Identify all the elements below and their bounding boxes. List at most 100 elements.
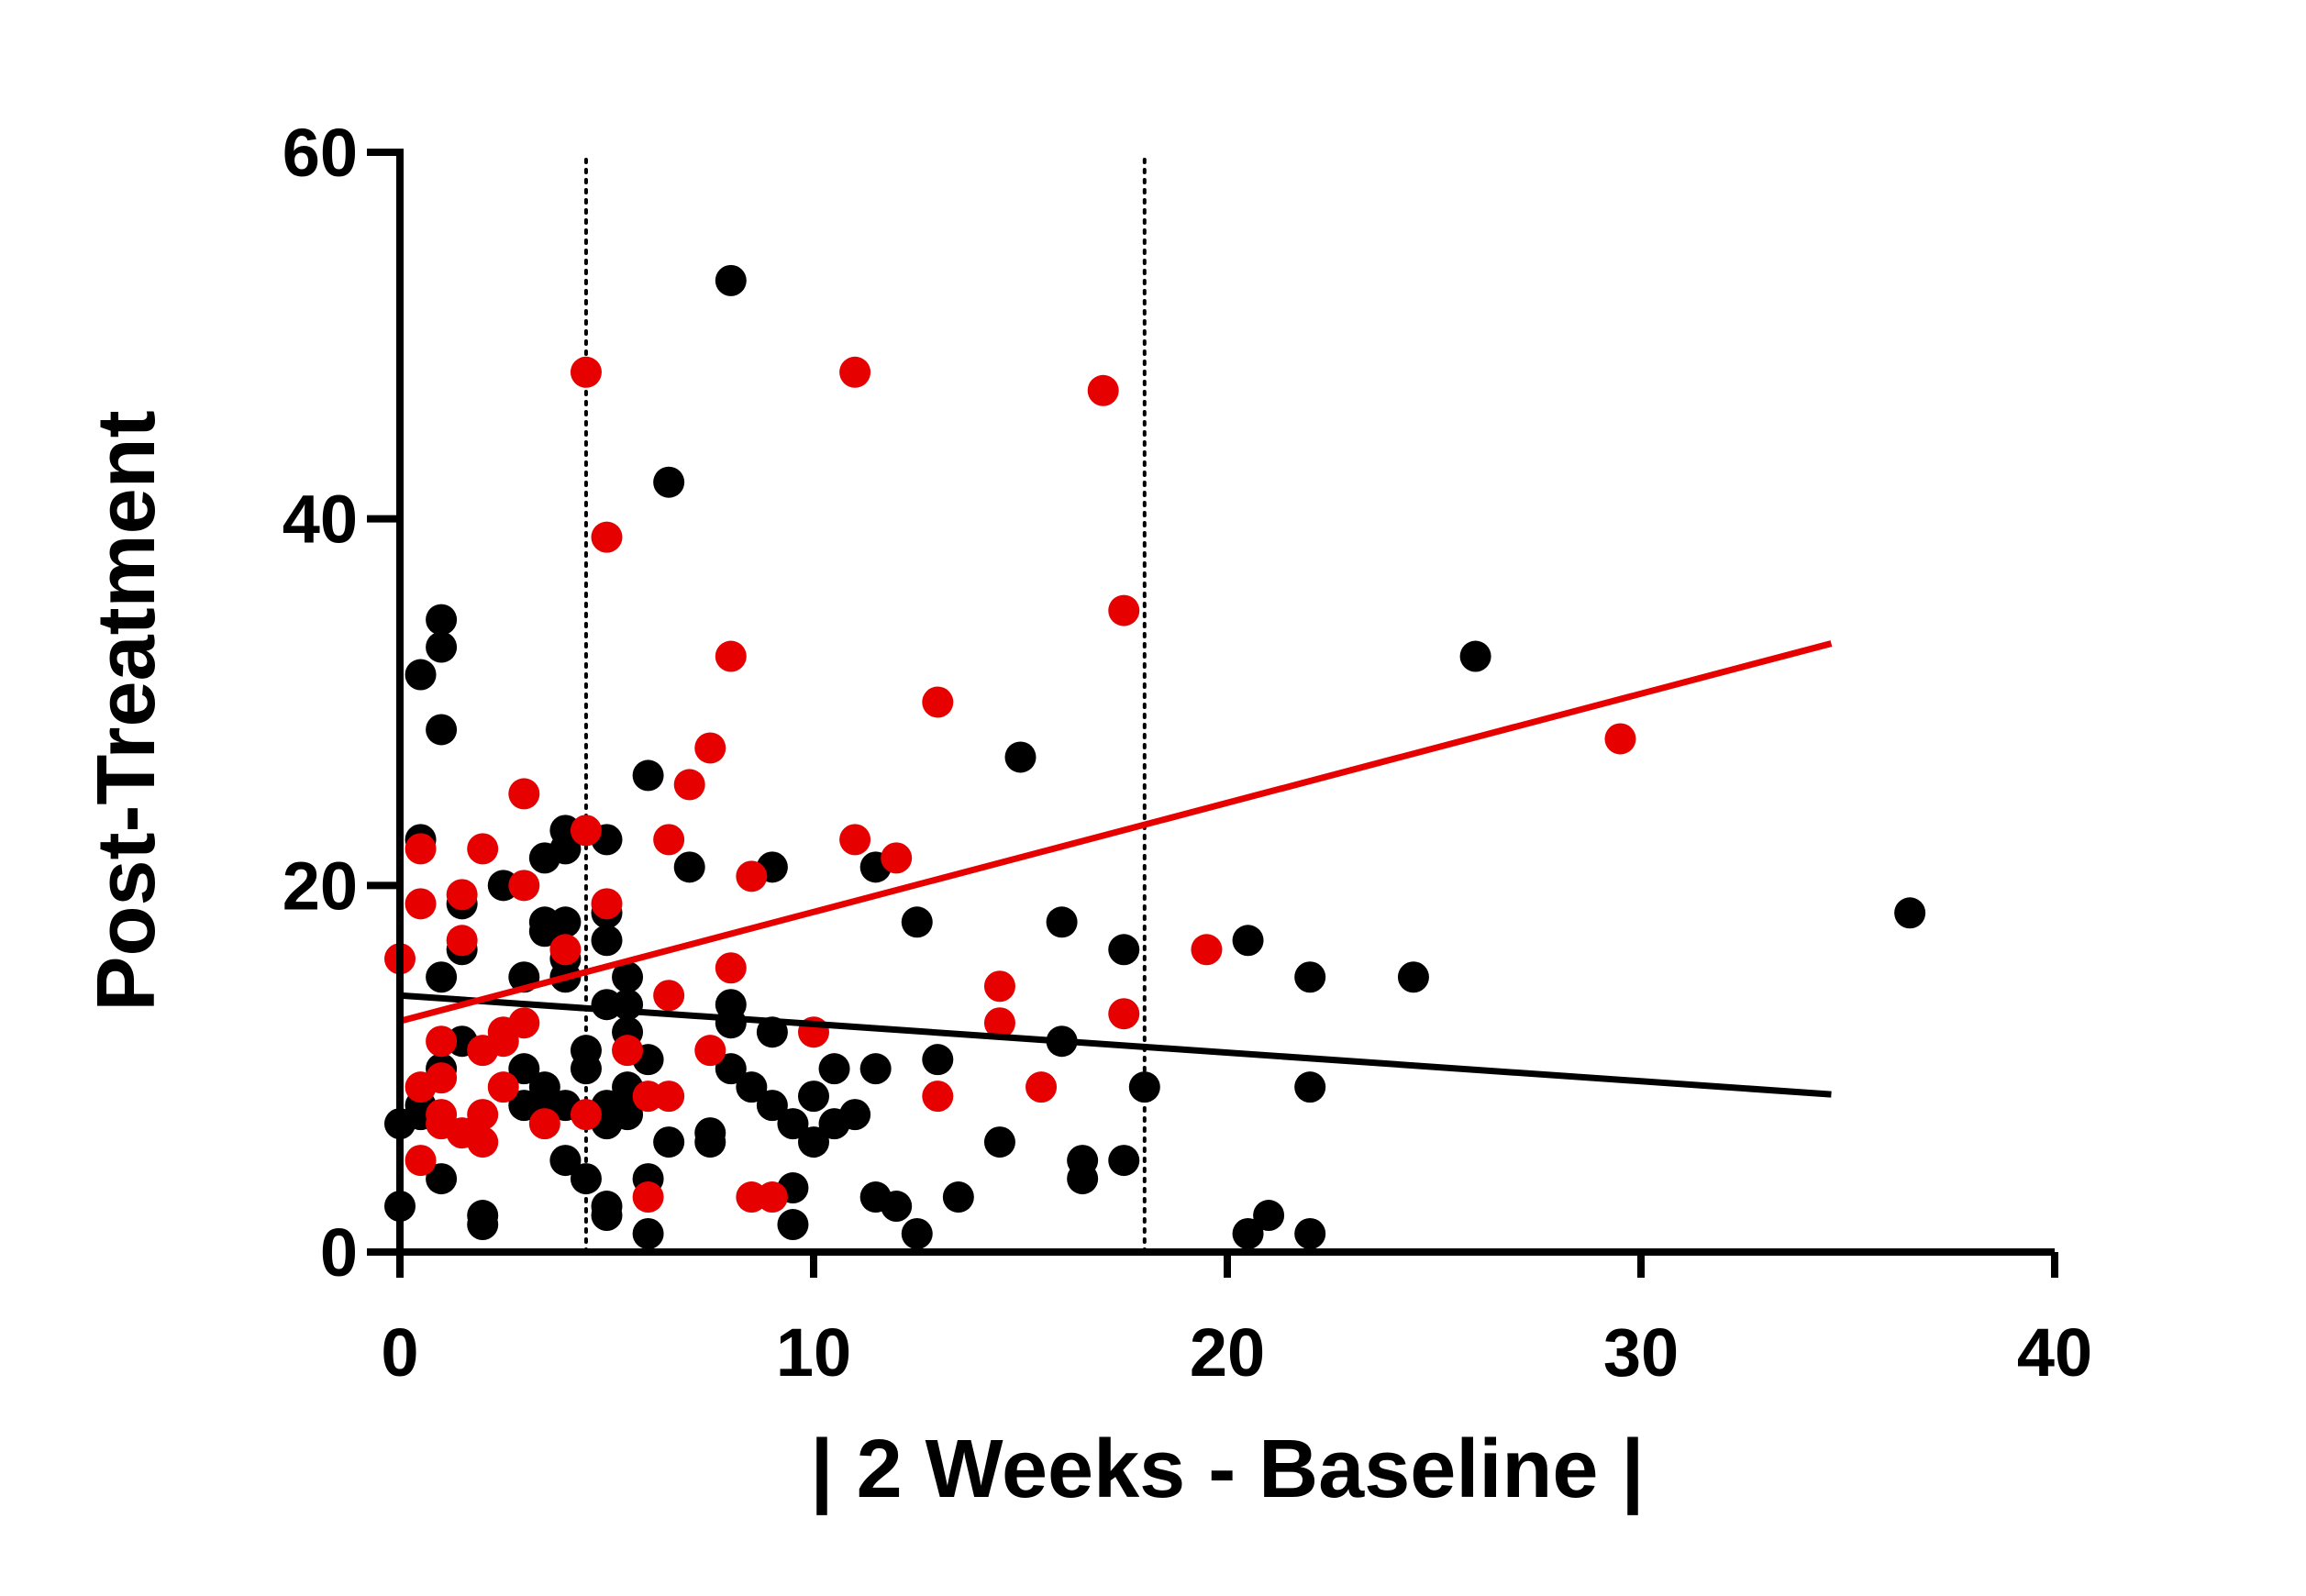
data-point <box>1108 934 1140 966</box>
data-point <box>426 631 458 663</box>
data-point <box>1232 1218 1264 1250</box>
data-point <box>612 1099 644 1131</box>
data-point <box>839 824 871 856</box>
data-point <box>508 870 540 902</box>
data-point <box>612 989 644 1021</box>
x-tick-label: 10 <box>776 1314 851 1391</box>
data-point <box>839 1099 871 1131</box>
x-tick-label: 0 <box>381 1314 418 1391</box>
data-point <box>426 1025 458 1058</box>
data-point <box>922 686 954 718</box>
data-point <box>405 659 437 691</box>
data-point <box>426 604 458 636</box>
data-point <box>1087 374 1119 406</box>
data-point <box>570 815 602 847</box>
data-point <box>1026 1071 1058 1103</box>
data-point <box>570 356 602 388</box>
data-point <box>426 1163 458 1195</box>
data-point <box>508 778 540 810</box>
data-point <box>549 934 582 966</box>
data-point <box>1232 925 1264 957</box>
data-point <box>591 925 623 957</box>
data-point <box>653 824 685 856</box>
data-point <box>467 833 499 865</box>
data-point <box>673 851 705 883</box>
data-point <box>405 833 437 865</box>
data-point <box>818 1053 850 1085</box>
data-point <box>777 1209 809 1241</box>
y-axis-title: Post-Treatment <box>81 410 172 1011</box>
data-point <box>549 906 582 938</box>
data-point <box>426 1062 458 1094</box>
data-point <box>715 1053 747 1085</box>
data-point <box>549 1145 582 1177</box>
data-point <box>528 1108 560 1140</box>
y-tick-label: 40 <box>283 482 358 558</box>
data-point <box>983 1126 1015 1158</box>
data-point <box>591 521 623 553</box>
data-point <box>1004 741 1037 773</box>
data-point <box>715 952 747 984</box>
data-point <box>983 1007 1015 1039</box>
data-point <box>859 1053 892 1085</box>
data-point <box>632 1218 664 1250</box>
data-point <box>983 970 1015 1003</box>
data-point <box>405 888 437 920</box>
data-point <box>901 906 933 938</box>
data-point <box>715 1007 747 1039</box>
data-point <box>549 833 582 865</box>
data-point <box>1128 1071 1160 1103</box>
data-point <box>1459 640 1491 672</box>
data-point <box>777 1108 809 1140</box>
y-tick-label: 20 <box>283 848 358 924</box>
data-point <box>756 1181 788 1214</box>
data-point <box>612 961 644 993</box>
data-point <box>632 1181 664 1214</box>
data-point <box>467 1209 499 1241</box>
data-point <box>694 1126 726 1158</box>
data-point <box>1191 934 1223 966</box>
data-point <box>736 860 768 892</box>
data-point <box>653 980 685 1012</box>
data-point <box>1108 1145 1140 1177</box>
data-point <box>881 1191 913 1223</box>
x-tick-label: 20 <box>1190 1314 1265 1391</box>
data-point <box>1397 961 1429 993</box>
ticks: 0 10 20 30 40 0 20 40 60 <box>283 115 2092 1391</box>
data-point <box>1294 1071 1326 1103</box>
data-point <box>694 1035 726 1067</box>
data-point <box>467 1099 499 1131</box>
data-point <box>673 769 705 801</box>
data-point <box>487 1025 519 1058</box>
data-point <box>922 1044 954 1076</box>
y-tick-label: 60 <box>283 115 358 191</box>
plot-area <box>384 150 1926 1254</box>
data-point <box>1294 1218 1326 1250</box>
data-point <box>653 1081 685 1113</box>
x-tick-label: 40 <box>2017 1314 2092 1391</box>
data-point <box>798 1126 829 1158</box>
data-point <box>653 1126 685 1158</box>
data-point <box>632 759 664 792</box>
data-point <box>901 1218 933 1250</box>
data-point <box>591 888 623 920</box>
data-point <box>922 1081 954 1113</box>
data-point <box>839 356 871 388</box>
data-point <box>508 1053 540 1085</box>
data-point <box>591 1200 623 1232</box>
data-point <box>1894 897 1926 929</box>
data-point <box>467 1126 499 1158</box>
data-point <box>570 1163 602 1195</box>
data-point <box>487 1071 519 1103</box>
data-point <box>446 879 478 911</box>
data-point <box>798 1081 829 1113</box>
data-point <box>715 640 747 672</box>
trend-line <box>399 992 1832 1098</box>
data-point <box>881 842 913 874</box>
data-point <box>1108 998 1140 1030</box>
data-point <box>1108 594 1140 626</box>
data-point <box>715 264 747 296</box>
data-point <box>1067 1163 1099 1195</box>
data-point <box>405 1145 437 1177</box>
